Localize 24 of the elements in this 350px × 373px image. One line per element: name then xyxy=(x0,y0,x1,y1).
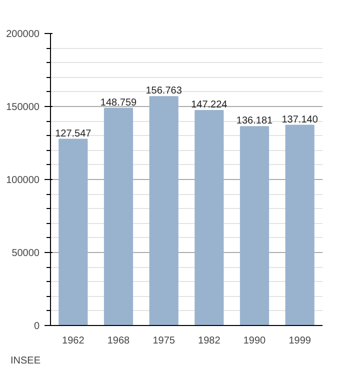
y-tick-label: 0 xyxy=(34,321,40,332)
data-label: 136.181 xyxy=(236,116,274,127)
x-tick-label: 1968 xyxy=(107,336,130,346)
bar xyxy=(104,108,134,326)
y-tick-label: 50000 xyxy=(12,248,40,259)
bar xyxy=(58,138,88,326)
data-label: 137.140 xyxy=(282,114,318,126)
bar xyxy=(240,126,270,326)
x-tick-label: 1975 xyxy=(152,336,176,346)
data-label: 147.224 xyxy=(191,100,228,111)
data-label: 156.763 xyxy=(146,86,182,97)
data-label: 127.547 xyxy=(55,128,92,140)
bar xyxy=(285,124,314,326)
y-tick-label: 100000 xyxy=(6,175,40,186)
x-tick-label: 1990 xyxy=(243,336,266,346)
x-tick-label: 1962 xyxy=(62,336,85,346)
text: INSEE xyxy=(10,356,41,366)
bar xyxy=(194,110,224,326)
y-tick-label: 150000 xyxy=(6,102,40,113)
x-tick-label: 1999 xyxy=(288,336,312,346)
bar xyxy=(149,96,178,326)
x-tick-label: 1982 xyxy=(198,336,221,346)
y-tick-label: 200000 xyxy=(6,29,40,40)
data-label: 148.759 xyxy=(100,97,138,108)
